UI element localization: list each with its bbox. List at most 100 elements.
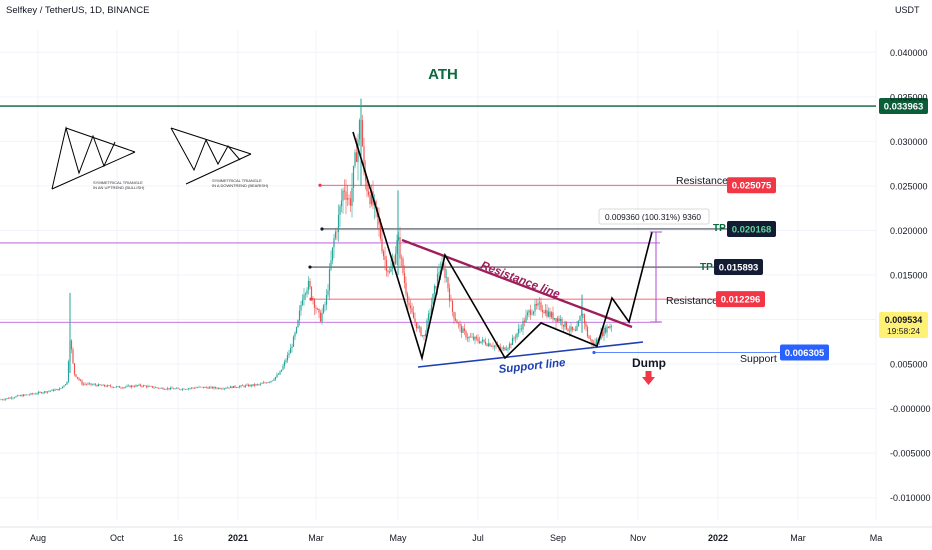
candle-body	[172, 388, 175, 390]
tp2-badge	[727, 220, 776, 237]
candle-body	[199, 386, 202, 388]
resistance-trendline[interactable]	[401, 238, 633, 329]
candle-body	[358, 120, 361, 140]
candle-body	[478, 341, 481, 344]
candle-body	[22, 394, 25, 397]
candle-body	[57, 389, 59, 391]
candle-body	[160, 387, 163, 389]
candle-body	[79, 379, 82, 381]
candle-body	[58, 388, 61, 391]
candle-body	[96, 385, 98, 387]
candle-body	[24, 394, 26, 396]
candle-body	[556, 318, 559, 322]
y-tick-label: 0.015000	[890, 271, 928, 281]
candle-body	[324, 304, 326, 306]
candle-body	[169, 387, 172, 390]
candle-body	[64, 384, 67, 386]
candle-body	[409, 305, 412, 308]
candle-body	[303, 294, 305, 300]
candle-body	[171, 387, 173, 389]
candle-body	[39, 392, 41, 393]
candle-body	[487, 343, 490, 346]
candle-body	[183, 388, 185, 390]
candle-body	[211, 386, 214, 389]
candle-body	[537, 303, 539, 306]
candle-body	[516, 333, 518, 338]
candle-body	[46, 391, 49, 393]
candle-body	[510, 343, 512, 346]
candle-body	[202, 386, 205, 388]
candle-body	[126, 385, 128, 387]
resistance-top-badge	[727, 177, 776, 194]
candle-body	[577, 321, 580, 326]
candle-body	[18, 395, 20, 396]
bearish-triangle-sketch	[170, 127, 252, 185]
x-tick-label: May	[389, 533, 407, 543]
candle-body	[595, 339, 598, 344]
candle-body	[412, 312, 415, 319]
candle-body	[63, 385, 65, 387]
candle-body	[180, 389, 182, 391]
candle-body	[565, 321, 568, 330]
candle-body	[213, 387, 215, 389]
candle-body	[406, 293, 409, 303]
candle-body	[538, 302, 541, 304]
candle-body	[253, 384, 256, 386]
candle-body	[337, 215, 340, 232]
triangle-up-caption-2: IN AN UPTREND (BULLISH)	[93, 185, 145, 190]
candle-body	[141, 385, 143, 387]
candle-body	[555, 318, 557, 322]
candle-body	[607, 326, 610, 329]
candle-body	[204, 387, 206, 388]
candle-body	[384, 256, 386, 260]
dump-arrow-icon	[642, 371, 655, 385]
candle-body	[385, 259, 388, 271]
candle-body	[181, 388, 184, 390]
candle-body	[300, 304, 302, 311]
candle-body	[472, 336, 475, 340]
candle-body	[336, 231, 338, 233]
candle-body	[306, 289, 308, 294]
candle-body	[573, 329, 575, 331]
measure-text: 0.009360 (100.31%) 9360	[605, 212, 701, 222]
candle-body	[507, 348, 509, 350]
candle-body	[456, 320, 458, 324]
candle-body	[16, 395, 19, 397]
candle-body	[145, 385, 148, 388]
candle-body	[255, 384, 257, 386]
x-tick-label: 16	[173, 533, 183, 543]
y-tick-label: 0.035000	[890, 92, 928, 102]
candle-body	[277, 374, 280, 375]
candle-body	[343, 190, 346, 192]
candle-body	[3, 399, 5, 401]
candle-body	[82, 383, 85, 385]
support-trendline[interactable]	[417, 341, 644, 368]
candle-body	[55, 389, 58, 390]
candle-body	[283, 361, 286, 366]
candle-body	[25, 394, 28, 396]
candle-body	[135, 385, 137, 387]
candle-body	[102, 384, 104, 386]
zigzag-projection[interactable]	[352, 131, 653, 362]
candle-body	[603, 327, 605, 336]
candle-body	[259, 383, 262, 385]
resistance-text-mid: Resistance	[666, 295, 718, 307]
candle-body	[424, 333, 427, 337]
candle-body	[70, 340, 73, 350]
grid	[0, 30, 877, 520]
candle-body	[589, 338, 592, 340]
candle-body	[484, 341, 487, 345]
tp2-anchor	[320, 227, 324, 231]
candle-body	[447, 277, 449, 289]
candle-body	[138, 384, 140, 386]
candle-body	[144, 385, 146, 387]
candle-body	[558, 318, 560, 322]
candle-body	[574, 329, 577, 331]
candle-body	[154, 387, 157, 388]
candle-body	[438, 272, 440, 275]
candle-body	[247, 384, 250, 387]
candle-body	[468, 336, 470, 339]
candle-body	[579, 315, 581, 322]
candle-body	[271, 380, 274, 382]
